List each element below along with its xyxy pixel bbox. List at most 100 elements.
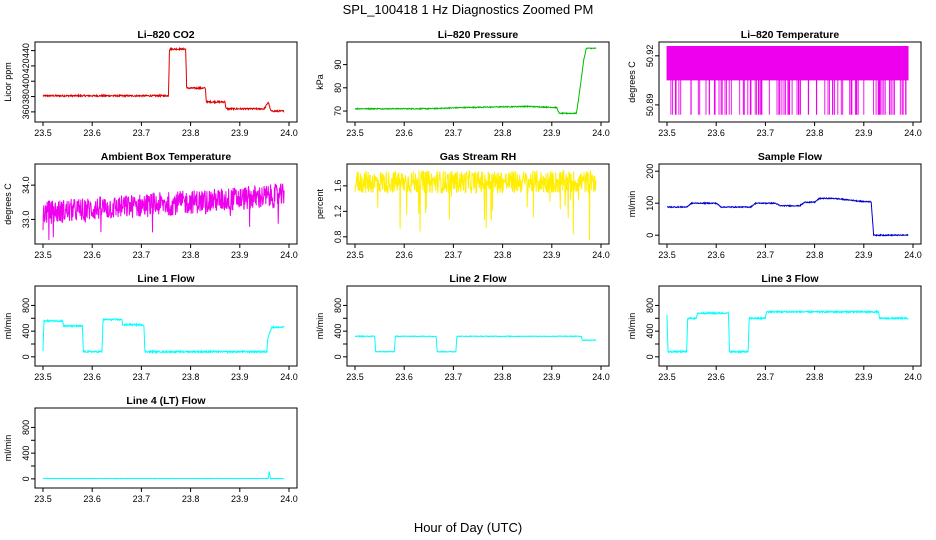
x-tick-label: 23.5 [346, 250, 364, 260]
x-tick-label: 23.9 [855, 372, 873, 382]
x-tick-label: 23.7 [133, 250, 151, 260]
x-tick-label: 23.7 [445, 372, 463, 382]
x-tick-label: 23.7 [445, 128, 463, 138]
x-tick-label: 23.7 [133, 372, 151, 382]
y-axis-label: kPa [315, 74, 325, 90]
x-tick-label: 23.8 [182, 494, 200, 504]
y-axis-label: degrees C [3, 183, 13, 225]
y-tick-label: 1.6 [333, 180, 343, 193]
x-tick-label: 24.0 [592, 250, 610, 260]
y-axis: 0 100 200 [645, 164, 659, 238]
chart-p5: Gas Stream RH 23.5 23.6 23.7 23.8 23.9 24.0 0.8… [315, 151, 610, 260]
data-series [667, 196, 909, 237]
chart-title: Ambient Box Temperature [101, 151, 232, 163]
x-tick-label: 23.8 [806, 372, 824, 382]
x-axis: 23.5 23.6 23.7 23.8 23.9 24.0 [34, 122, 298, 138]
x-tick-label: 23.5 [34, 250, 52, 260]
y-tick-label: 800 [21, 298, 31, 313]
x-tick-label: 23.9 [855, 250, 873, 260]
chart-title: Line 4 (LT) Flow [126, 395, 206, 407]
y-tick-label: 400 [21, 74, 31, 89]
data-series [354, 47, 597, 115]
y-axis-label: ml/min [627, 313, 637, 340]
x-tick-label: 24.0 [280, 494, 298, 504]
chart-p7: Line 1 Flow 23.5 23.6 23.7 23.8 23.9 24.0 0 400 8… [3, 273, 298, 382]
x-tick-label: 23.9 [543, 250, 561, 260]
x-tick-label: 24.0 [904, 128, 922, 138]
x-tick-label: 24.0 [904, 372, 922, 382]
y-tick-label: 360 [21, 104, 31, 119]
y-tick-label: 50.92 [645, 45, 655, 68]
x-tick-label: 23.8 [494, 128, 512, 138]
y-tick-label: 0 [645, 354, 655, 359]
chart-title: Li–820 CO2 [137, 29, 194, 41]
y-tick-label: 800 [333, 298, 343, 313]
figure-title: SPL_100418 1 Hz Diagnostics Zoomed PM [343, 2, 594, 17]
y-tick-label: 80 [333, 83, 343, 93]
y-tick-label: 800 [645, 298, 655, 313]
x-tick-label: 23.9 [543, 372, 561, 382]
x-tick-label: 24.0 [592, 128, 610, 138]
x-tick-label: 23.5 [346, 372, 364, 382]
x-tick-label: 23.8 [182, 250, 200, 260]
x-tick-label: 23.9 [231, 372, 249, 382]
y-axis: 70 80 90 [333, 60, 347, 116]
x-tick-label: 23.8 [494, 250, 512, 260]
plot-frame [34, 163, 298, 245]
y-axis: 0 400 800 [21, 298, 35, 359]
y-tick-label: 100 [645, 196, 655, 211]
y-axis: 0.8 1.2 1.6 [333, 180, 347, 243]
x-tick-label: 23.6 [707, 372, 725, 382]
y-tick-label: 800 [21, 420, 31, 435]
y-tick-label: 400 [21, 324, 31, 339]
x-axis: 23.5 23.6 23.7 23.8 23.9 24.0 [346, 244, 610, 260]
y-tick-label: 200 [645, 164, 655, 179]
chart-panels: Li–820 CO2 23.5 23.6 23.7 23.8 23.9 24.0 360380… [3, 29, 922, 504]
x-tick-label: 24.0 [280, 372, 298, 382]
y-tick-label: 0 [21, 354, 31, 359]
chart-p1: Li–820 CO2 23.5 23.6 23.7 23.8 23.9 24.0 360380… [3, 29, 298, 138]
y-tick-label: 420 [21, 58, 31, 73]
plot-frame [658, 285, 922, 367]
plot-frame [34, 285, 298, 367]
y-axis-label: percent [315, 188, 325, 219]
chart-p9: Line 3 Flow 23.5 23.6 23.7 23.8 23.9 24.0 0 400 8… [627, 273, 922, 382]
chart-p8: Line 2 Flow 23.5 23.6 23.7 23.8 23.9 24.0 0 400 8… [315, 273, 610, 382]
x-tick-label: 23.6 [83, 128, 101, 138]
x-tick-label: 23.9 [231, 128, 249, 138]
x-tick-label: 23.7 [757, 250, 775, 260]
chart-title: Sample Flow [758, 151, 823, 163]
y-tick-label: 400 [645, 324, 655, 339]
x-tick-label: 24.0 [592, 372, 610, 382]
data-series [666, 309, 909, 355]
plot-frame [346, 285, 610, 367]
y-axis-label: Licor ppm [3, 62, 13, 102]
x-axis: 23.5 23.6 23.7 23.8 23.9 24.0 [34, 366, 298, 382]
y-tick-label: 33.0 [21, 211, 31, 229]
chart-title: Gas Stream RH [440, 151, 516, 163]
x-tick-label: 24.0 [904, 250, 922, 260]
chart-p10: Line 4 (LT) Flow 23.5 23.6 23.7 23.8 23.9 24.0… [3, 395, 298, 504]
y-tick-label: 70 [333, 106, 343, 116]
plot-frame [346, 163, 610, 245]
x-tick-label: 23.8 [806, 250, 824, 260]
x-axis: 23.5 23.6 23.7 23.8 23.9 24.0 [346, 122, 610, 138]
x-tick-label: 23.6 [83, 494, 101, 504]
x-tick-label: 23.9 [855, 128, 873, 138]
y-axis-label: degrees C [627, 61, 637, 103]
y-tick-label: 0.8 [333, 231, 343, 244]
x-tick-label: 23.5 [658, 128, 676, 138]
y-tick-label: 400 [21, 446, 31, 461]
x-tick-label: 24.0 [280, 250, 298, 260]
x-tick-label: 23.8 [182, 372, 200, 382]
y-axis: 50.89 50.92 [645, 45, 659, 116]
x-tick-label: 23.9 [231, 494, 249, 504]
y-tick-label: 0 [21, 476, 31, 481]
x-axis: 23.5 23.6 23.7 23.8 23.9 24.0 [658, 122, 922, 138]
plot-frame [34, 407, 298, 489]
plot-frame [346, 41, 610, 123]
chart-p2: Li–820 Pressure 23.5 23.6 23.7 23.8 23.9 24.0 7… [315, 29, 610, 138]
x-tick-label: 23.6 [395, 128, 413, 138]
